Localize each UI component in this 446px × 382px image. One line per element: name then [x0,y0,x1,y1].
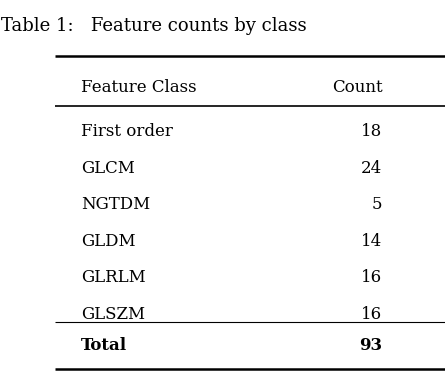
Text: 16: 16 [361,306,383,322]
Text: GLDM: GLDM [81,233,136,250]
Text: Count: Count [332,79,383,96]
Text: 16: 16 [361,269,383,286]
Text: 5: 5 [372,196,383,213]
Text: NGTDM: NGTDM [81,196,150,213]
Text: GLSZM: GLSZM [81,306,145,322]
Text: GLRLM: GLRLM [81,269,146,286]
Text: 14: 14 [361,233,383,250]
Text: 24: 24 [361,160,383,177]
Text: First order: First order [81,123,173,141]
Text: Feature Class: Feature Class [81,79,197,96]
Text: 93: 93 [359,337,383,354]
Text: GLCM: GLCM [81,160,135,177]
Text: 18: 18 [361,123,383,141]
Text: Total: Total [81,337,127,354]
Text: Table 1:   Feature counts by class: Table 1: Feature counts by class [1,16,307,34]
